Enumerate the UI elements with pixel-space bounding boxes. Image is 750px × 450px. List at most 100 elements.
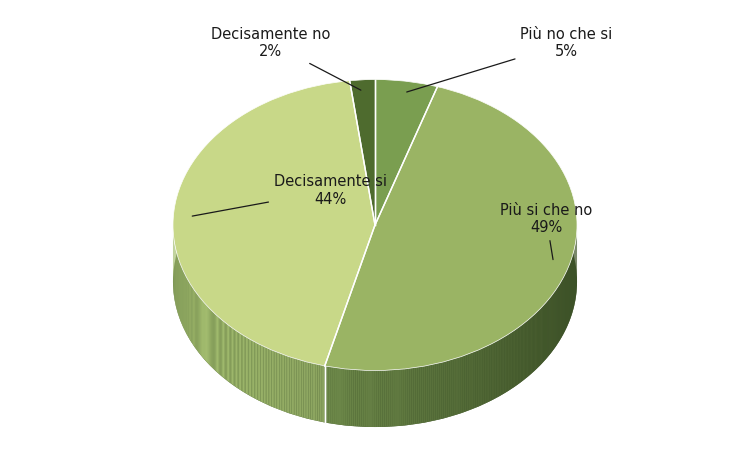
Polygon shape [416, 367, 418, 424]
Polygon shape [197, 294, 198, 352]
Polygon shape [538, 309, 540, 367]
Polygon shape [562, 278, 563, 336]
Polygon shape [477, 350, 479, 407]
Polygon shape [452, 359, 453, 416]
Polygon shape [543, 304, 544, 362]
Polygon shape [345, 369, 347, 426]
Polygon shape [512, 331, 514, 388]
Polygon shape [533, 314, 535, 372]
Text: Decisamente si
44%: Decisamente si 44% [192, 175, 387, 216]
Polygon shape [531, 316, 532, 374]
Polygon shape [250, 339, 251, 396]
Polygon shape [205, 304, 206, 361]
Polygon shape [358, 370, 359, 427]
Polygon shape [226, 324, 228, 381]
Polygon shape [481, 348, 483, 405]
Polygon shape [341, 369, 343, 425]
Polygon shape [549, 298, 550, 356]
Polygon shape [220, 319, 222, 376]
Polygon shape [544, 303, 545, 361]
Polygon shape [560, 282, 561, 340]
Polygon shape [557, 286, 559, 344]
Polygon shape [422, 366, 424, 423]
Polygon shape [214, 314, 216, 371]
Polygon shape [209, 308, 210, 366]
Polygon shape [453, 359, 455, 416]
Polygon shape [552, 294, 553, 352]
Polygon shape [505, 336, 506, 393]
Polygon shape [194, 289, 195, 347]
Polygon shape [222, 320, 223, 377]
Polygon shape [314, 364, 316, 421]
Polygon shape [535, 313, 536, 371]
Polygon shape [243, 335, 244, 392]
Polygon shape [391, 370, 393, 427]
Polygon shape [437, 363, 440, 420]
Polygon shape [537, 310, 538, 368]
Text: Decisamente no
2%: Decisamente no 2% [211, 27, 361, 90]
Polygon shape [210, 309, 212, 367]
Polygon shape [259, 344, 260, 401]
Polygon shape [493, 342, 495, 400]
Polygon shape [495, 341, 496, 399]
Polygon shape [281, 354, 283, 411]
Polygon shape [395, 369, 397, 426]
Polygon shape [517, 328, 518, 385]
Polygon shape [372, 370, 374, 427]
Polygon shape [387, 370, 388, 427]
Polygon shape [356, 370, 358, 427]
Polygon shape [193, 288, 194, 346]
Polygon shape [339, 368, 341, 425]
Polygon shape [223, 321, 224, 378]
Polygon shape [509, 333, 511, 390]
Polygon shape [508, 334, 509, 391]
Polygon shape [385, 370, 387, 427]
Polygon shape [407, 369, 410, 425]
Polygon shape [309, 362, 310, 419]
Polygon shape [405, 369, 407, 425]
Polygon shape [280, 353, 281, 410]
Polygon shape [366, 370, 368, 427]
Polygon shape [300, 360, 302, 417]
Polygon shape [248, 338, 250, 396]
Polygon shape [399, 369, 401, 426]
Polygon shape [202, 300, 203, 358]
Polygon shape [419, 367, 422, 423]
Polygon shape [364, 370, 366, 427]
Polygon shape [270, 349, 272, 406]
Polygon shape [333, 367, 335, 424]
Polygon shape [203, 302, 204, 359]
Polygon shape [524, 322, 526, 380]
Polygon shape [410, 368, 412, 425]
Polygon shape [455, 358, 457, 415]
Polygon shape [207, 306, 208, 364]
Polygon shape [368, 370, 370, 427]
Polygon shape [468, 353, 470, 410]
Polygon shape [561, 280, 562, 338]
Polygon shape [553, 292, 554, 351]
Polygon shape [195, 291, 196, 348]
Polygon shape [545, 302, 547, 360]
Polygon shape [488, 345, 490, 402]
Polygon shape [424, 366, 425, 423]
Polygon shape [370, 370, 372, 427]
Polygon shape [554, 291, 555, 349]
Polygon shape [359, 370, 362, 427]
Polygon shape [511, 332, 512, 389]
Polygon shape [328, 367, 331, 423]
Polygon shape [463, 356, 464, 413]
Polygon shape [393, 370, 395, 427]
Polygon shape [541, 307, 542, 365]
Polygon shape [337, 368, 339, 425]
Polygon shape [276, 352, 278, 409]
Text: Più si che no
49%: Più si che no 49% [500, 203, 592, 260]
Polygon shape [496, 340, 498, 398]
Polygon shape [443, 361, 446, 418]
Polygon shape [198, 296, 200, 353]
Polygon shape [432, 364, 433, 421]
Polygon shape [257, 343, 259, 400]
Polygon shape [464, 355, 466, 412]
Polygon shape [247, 338, 248, 395]
Polygon shape [362, 370, 364, 427]
Polygon shape [230, 327, 232, 384]
